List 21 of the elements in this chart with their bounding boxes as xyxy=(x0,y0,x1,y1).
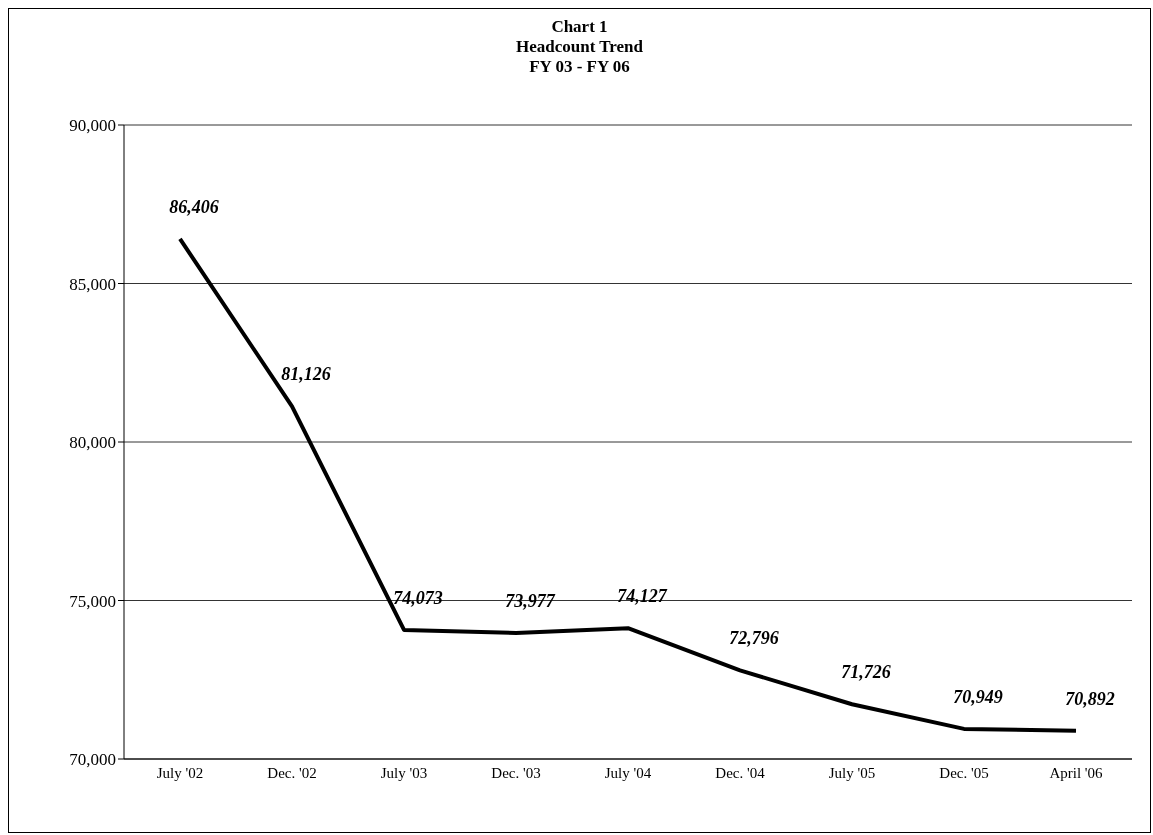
y-tick-label: 85,000 xyxy=(69,274,116,294)
x-tick-label: Dec. '03 xyxy=(491,764,541,781)
y-tick-label: 70,000 xyxy=(69,750,116,770)
data-label: 72,796 xyxy=(729,628,779,649)
x-tick-label: July '05 xyxy=(828,764,876,781)
y-tick-label: 80,000 xyxy=(69,433,116,453)
data-label: 71,726 xyxy=(841,662,891,683)
data-label: 70,949 xyxy=(953,686,1003,707)
data-label: 81,126 xyxy=(281,364,331,385)
data-label: 70,892 xyxy=(1065,688,1115,709)
x-tick-label: Dec. '02 xyxy=(267,764,317,781)
chart-title: Chart 1 Headcount Trend FY 03 - FY 06 xyxy=(514,17,645,77)
x-tick-label: July '04 xyxy=(604,764,652,781)
x-tick-label: Dec. '05 xyxy=(939,764,989,781)
x-tick-label: April '06 xyxy=(1049,764,1104,781)
x-tick-label: July '03 xyxy=(380,764,428,781)
x-tick-label: Dec. '04 xyxy=(715,764,766,781)
y-tick-label: 75,000 xyxy=(69,591,116,611)
y-tick-label: 90,000 xyxy=(69,116,116,136)
data-label: 86,406 xyxy=(169,196,219,217)
x-tick-label: July '02 xyxy=(156,764,204,781)
